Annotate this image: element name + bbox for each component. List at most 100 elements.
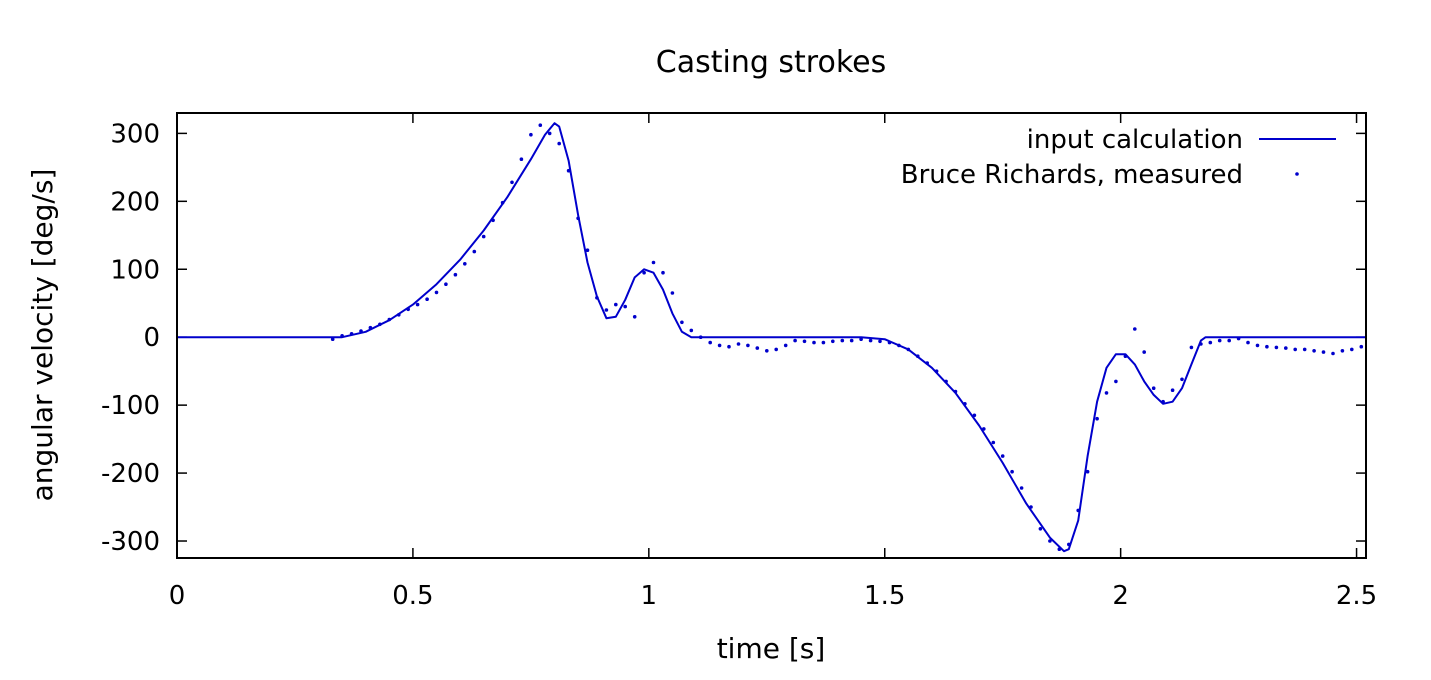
data-point-measured xyxy=(614,302,618,307)
data-point-measured xyxy=(1019,486,1024,490)
data-point-measured xyxy=(698,335,703,340)
data-point-measured xyxy=(944,379,948,384)
data-point-measured xyxy=(991,440,996,445)
data-point-measured xyxy=(378,322,382,327)
legend-label-measured: Bruce Richards, measured xyxy=(901,160,1243,190)
data-point-measured xyxy=(330,337,335,342)
data-point-measured xyxy=(887,340,892,345)
data-point-measured xyxy=(500,200,505,205)
data-point-measured xyxy=(623,304,627,309)
data-point-measured xyxy=(463,262,467,266)
data-point-measured xyxy=(934,369,939,374)
data-point-measured xyxy=(1227,338,1231,343)
data-point-measured xyxy=(1284,346,1288,350)
y-tick-label: 0 xyxy=(143,323,160,353)
y-tick-label: 200 xyxy=(110,187,160,217)
data-point-measured xyxy=(1189,345,1194,350)
data-point-measured xyxy=(868,338,873,343)
data-point-measured xyxy=(1114,379,1118,384)
x-axis-label: time [s] xyxy=(717,632,826,665)
data-point-measured xyxy=(566,168,571,173)
data-point-measured xyxy=(925,361,929,365)
y-tick-label: 300 xyxy=(110,119,160,149)
x-tick-label: 0 xyxy=(169,581,186,611)
data-point-measured xyxy=(491,218,495,223)
data-point-measured xyxy=(774,347,778,352)
data-point-measured xyxy=(519,157,524,161)
plot-frame xyxy=(176,112,1367,559)
data-point-measured xyxy=(840,338,845,343)
data-point-measured xyxy=(651,260,656,265)
x-tick-label: 1 xyxy=(641,581,658,611)
x-tick-label: 1.5 xyxy=(864,581,905,611)
data-point-measured xyxy=(1302,347,1307,352)
data-point-measured xyxy=(1312,349,1316,353)
data-point-measured xyxy=(897,343,901,348)
data-point-measured xyxy=(481,234,486,239)
data-point-measured xyxy=(1095,416,1099,421)
y-tick-label: -100 xyxy=(101,391,160,421)
data-point-measured xyxy=(1321,350,1326,354)
data-point-measured xyxy=(727,344,731,349)
data-point-measured xyxy=(916,354,920,359)
data-point-measured xyxy=(1161,399,1165,404)
data-point-measured xyxy=(1274,345,1279,350)
data-point-measured xyxy=(953,389,958,394)
data-point-measured xyxy=(849,338,854,343)
data-point-measured xyxy=(1000,454,1005,458)
data-point-measured xyxy=(1010,469,1014,474)
data-point-measured xyxy=(736,342,741,346)
data-point-measured xyxy=(661,270,665,275)
data-point-measured xyxy=(1255,343,1260,348)
data-point-measured xyxy=(406,307,411,312)
data-point-measured xyxy=(1217,338,1222,343)
data-point-measured xyxy=(434,290,439,295)
series-line-input-calculation xyxy=(177,122,1366,553)
data-point-measured xyxy=(368,325,373,330)
data-point-measured xyxy=(812,340,816,345)
data-point-measured xyxy=(1038,527,1043,531)
data-point-measured xyxy=(547,131,552,136)
data-point-measured xyxy=(680,320,684,325)
data-point-measured xyxy=(642,270,646,275)
data-point-measured xyxy=(444,282,448,287)
data-point-measured xyxy=(1057,547,1062,551)
data-point-measured xyxy=(1123,354,1128,359)
y-axis-label: angular velocity [deg/s] xyxy=(26,169,59,502)
y-tick-label: -200 xyxy=(101,459,160,489)
data-point-measured xyxy=(1133,327,1137,331)
data-point-measured xyxy=(359,329,363,333)
data-point-measured xyxy=(1236,336,1241,341)
data-point-measured xyxy=(765,349,769,353)
data-point-measured xyxy=(538,123,543,127)
legend-label-input-calculation: input calculation xyxy=(1027,125,1243,155)
data-point-measured xyxy=(349,332,354,336)
data-point-measured xyxy=(689,328,694,333)
data-point-measured xyxy=(670,291,675,295)
data-point-measured xyxy=(1104,391,1109,395)
data-point-measured xyxy=(472,249,477,254)
data-point-measured xyxy=(859,337,863,342)
data-point-measured xyxy=(510,180,514,185)
data-point-measured xyxy=(387,317,392,322)
data-point-measured xyxy=(831,339,835,344)
data-point-measured xyxy=(529,132,533,137)
data-point-measured xyxy=(1048,539,1052,543)
data-point-measured xyxy=(425,297,429,302)
data-point-measured xyxy=(1331,351,1335,356)
data-point-measured xyxy=(1067,542,1071,547)
data-point-measured xyxy=(1076,508,1080,513)
data-point-measured xyxy=(906,347,911,352)
data-point-measured xyxy=(1246,340,1250,345)
data-point-measured xyxy=(632,315,637,319)
data-point-measured xyxy=(415,302,420,307)
x-tick-label: 0.5 xyxy=(392,581,433,611)
data-point-measured xyxy=(1180,377,1184,382)
data-point-measured xyxy=(576,216,580,221)
data-point-measured xyxy=(1359,344,1364,349)
data-point-measured xyxy=(595,296,599,300)
data-point-measured xyxy=(708,340,712,345)
data-point-measured xyxy=(972,413,977,418)
legend-point-symbol xyxy=(1295,172,1299,176)
